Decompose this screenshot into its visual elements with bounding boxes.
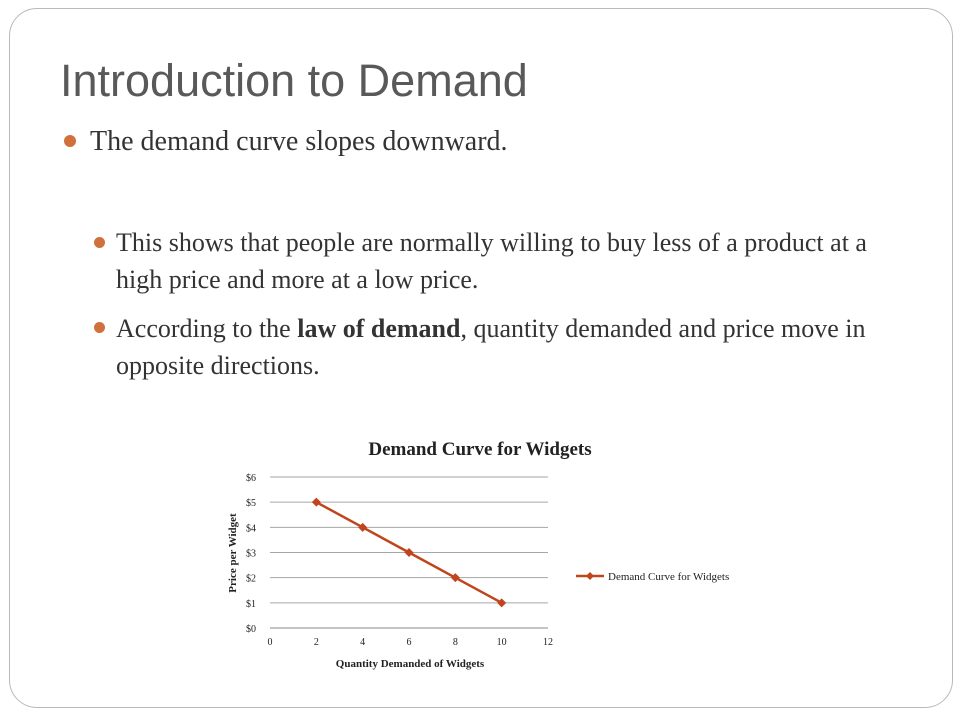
legend-swatch-marker bbox=[586, 572, 594, 580]
chart-title: Demand Curve for Widgets bbox=[368, 439, 591, 460]
y-tick-labels: $0 $1 $2 $3 $4 $5 $6 bbox=[246, 473, 256, 635]
x-tick-label: 8 bbox=[453, 637, 458, 648]
x-axis-label: Quantity Demanded of Widgets bbox=[336, 658, 485, 670]
y-axis-label: Price per Widget bbox=[227, 513, 239, 593]
y-tick-label: $6 bbox=[246, 473, 256, 484]
legend-label: Demand Curve for Widgets bbox=[608, 571, 729, 583]
y-tick-label: $3 bbox=[246, 549, 256, 560]
x-tick-label: 10 bbox=[497, 637, 507, 648]
y-tick-label: $0 bbox=[246, 624, 256, 635]
sub-bullet-dot bbox=[94, 237, 105, 248]
x-tick-labels: 0 2 4 6 8 10 12 bbox=[268, 637, 554, 648]
data-point bbox=[358, 522, 368, 532]
x-tick-label: 0 bbox=[268, 637, 273, 648]
sub-bullet-1: This shows that people are normally will… bbox=[116, 228, 867, 294]
y-tick-label: $4 bbox=[246, 523, 256, 534]
sub-bullet-dot bbox=[94, 322, 105, 333]
x-tick-label: 2 bbox=[314, 637, 319, 648]
x-tick-label: 4 bbox=[360, 637, 365, 648]
data-point bbox=[311, 497, 321, 507]
bullet-main: The demand curve slopes downward. bbox=[90, 126, 508, 157]
x-tick-label: 12 bbox=[543, 637, 553, 648]
sub-bullet-2: According to the law of demand, quantity… bbox=[116, 310, 886, 384]
data-point bbox=[450, 573, 460, 583]
data-point bbox=[497, 598, 507, 608]
y-tick-label: $5 bbox=[246, 498, 256, 509]
sub-bullet-2-suffix: , quantity demanded and price move in op… bbox=[116, 314, 866, 380]
y-tick-label: $2 bbox=[246, 574, 256, 585]
sub-bullet-2-prefix: According to the bbox=[116, 314, 298, 343]
chart-legend: Demand Curve for Widgets bbox=[576, 571, 729, 583]
chart-series bbox=[311, 497, 507, 608]
y-tick-label: $1 bbox=[246, 599, 256, 610]
data-point bbox=[404, 548, 414, 557]
law-of-demand-term: law of demand bbox=[297, 314, 461, 343]
x-tick-label: 6 bbox=[407, 637, 412, 648]
bullet-dot bbox=[64, 135, 76, 147]
slide-title: Introduction to Demand bbox=[60, 55, 528, 106]
